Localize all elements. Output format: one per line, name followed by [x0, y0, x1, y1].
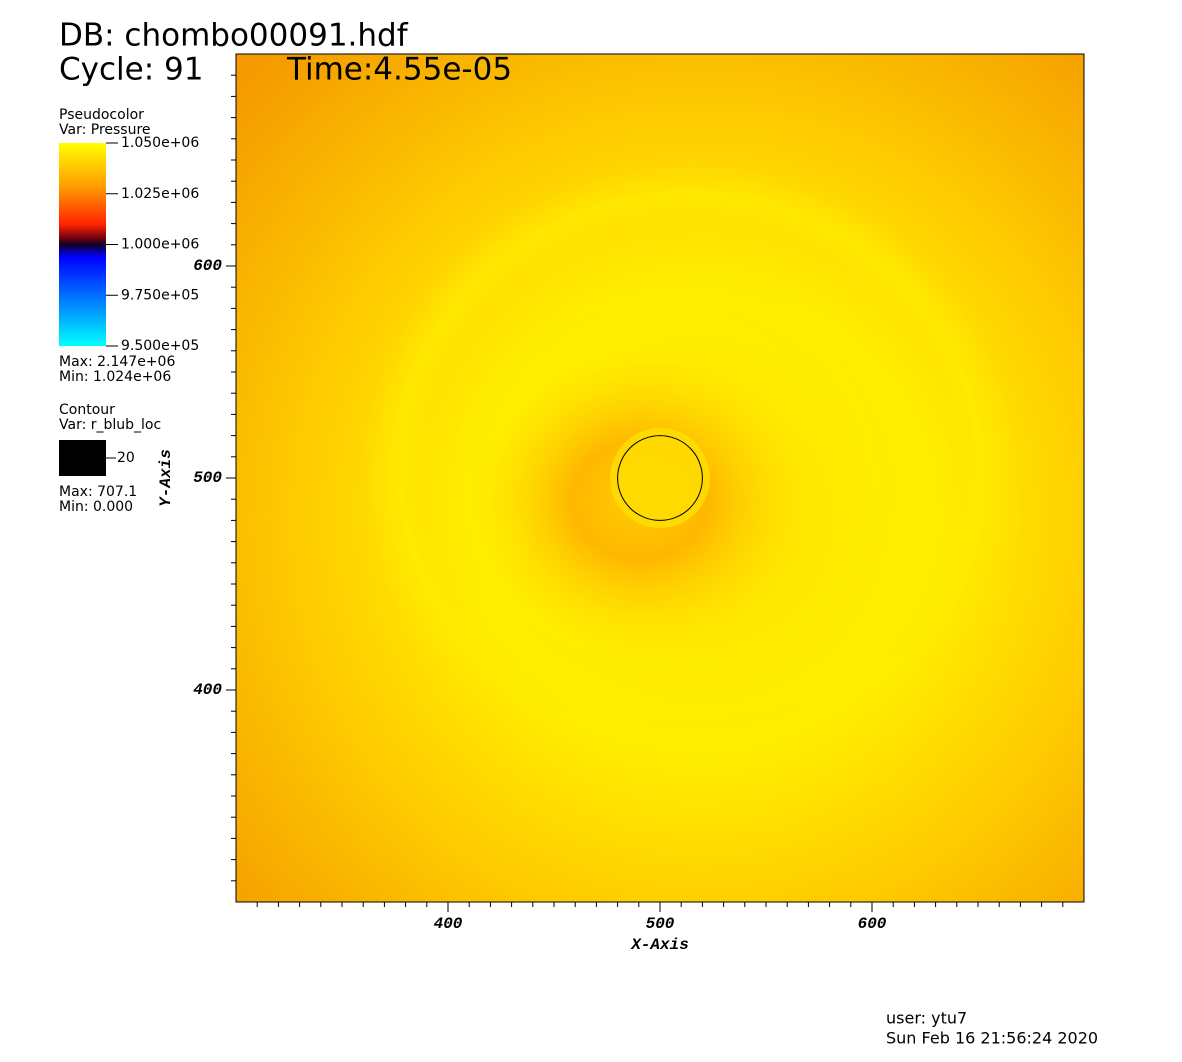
legend-title: Contour	[59, 402, 115, 418]
contour-legend-label: 20	[117, 450, 135, 466]
y-tick-label: 600	[193, 257, 222, 275]
colorbar-tick-label: 1.050e+06	[121, 135, 199, 151]
colorbar	[59, 143, 106, 346]
field	[236, 54, 1084, 902]
legend-min: Min: 1.024e+06	[59, 369, 171, 385]
title: DB: chombo00091.hdf	[59, 18, 409, 54]
date: Sun Feb 16 21:56:24 2020	[886, 1029, 1098, 1048]
y-tick-label: 400	[193, 681, 222, 699]
legend-max: Max: 2.147e+06	[59, 354, 175, 370]
x-axis-title: X-Axis	[630, 936, 689, 954]
x-tick-label: 400	[434, 915, 463, 933]
colorbar-tick-label: 9.500e+05	[121, 338, 199, 354]
legend-min: Min: 0.000	[59, 499, 133, 515]
colorbar-tick-label: 1.025e+06	[121, 186, 199, 202]
time: Time:4.55e-05	[286, 52, 512, 88]
legend-var: Var: r_blub_loc	[59, 417, 161, 433]
x-tick-label: 600	[858, 915, 887, 933]
colorbar-tick-label: 1.000e+06	[121, 237, 199, 253]
legend-max: Max: 707.1	[59, 484, 137, 500]
contour-line	[617, 435, 703, 521]
x-tick-label: 500	[646, 915, 675, 933]
legend-var: Var: Pressure	[59, 122, 151, 138]
y-tick-label: 500	[193, 469, 222, 487]
contour-swatch	[59, 440, 106, 476]
user: user: ytu7	[886, 1009, 967, 1028]
colorbar-tick-label: 9.750e+05	[121, 287, 199, 303]
legend-title: Pseudocolor	[59, 107, 144, 123]
cycle: Cycle: 91	[59, 52, 203, 88]
y-axis-title: Y-Axis	[157, 449, 175, 507]
